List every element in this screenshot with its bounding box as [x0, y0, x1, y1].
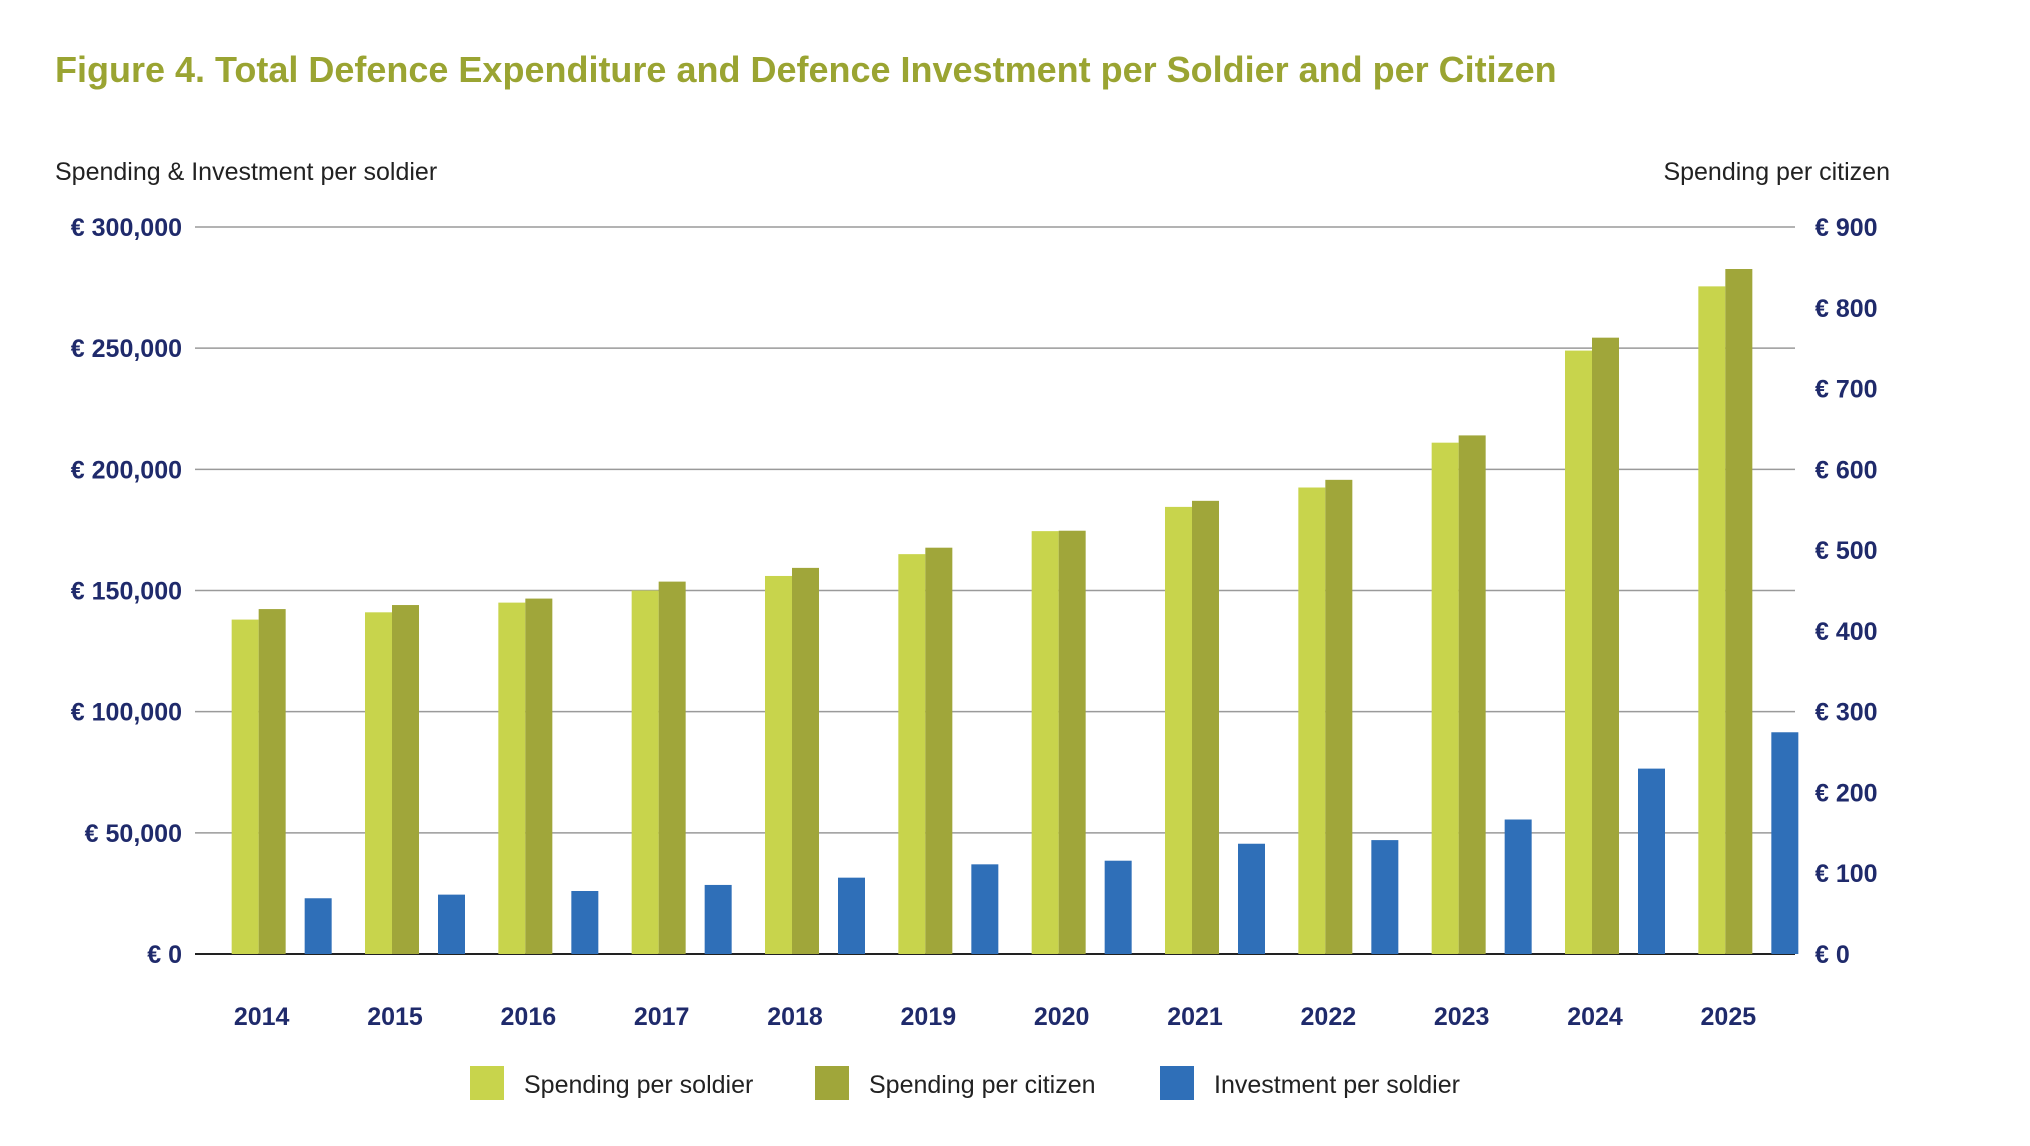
x-axis-labels: 2014 2015 2016 2017 2018 2019 2020 2021 2022 2023…	[234, 1003, 1756, 1031]
bar-spending-per-soldier	[1698, 286, 1726, 954]
x-axis-tick-label: 2014	[234, 1003, 290, 1031]
right-axis-tick-label: € 500	[1815, 537, 1878, 565]
bar-investment-per-soldier	[1638, 768, 1665, 954]
bar-spending-per-soldier	[631, 590, 659, 954]
bar-investment-per-soldier	[1771, 732, 1799, 954]
left-axis-tick-label: € 150,000	[71, 578, 182, 606]
right-axis-tick-label: € 700	[1815, 376, 1878, 404]
bar-spending-per-citizen	[258, 609, 286, 954]
legend-label-investment-per-soldier: Investment per soldier	[1214, 1071, 1460, 1099]
bar-spending-per-citizen	[1458, 435, 1486, 954]
gridlines	[195, 226, 1795, 955]
left-axis-label: Spending & Investment per soldier	[55, 158, 437, 186]
bar-investment-per-soldier	[704, 884, 732, 954]
bar-investment-per-soldier	[1104, 860, 1132, 954]
bar-spending-per-citizen	[658, 581, 686, 954]
legend-swatch-spending-per-citizen	[815, 1066, 849, 1100]
bar-investment-per-soldier	[1238, 843, 1265, 954]
right-axis-tick-label: € 400	[1815, 618, 1878, 646]
legend-label-spending-per-soldier: Spending per soldier	[524, 1071, 753, 1099]
x-axis-tick-label: 2016	[501, 1003, 557, 1031]
legend-label-spending-per-citizen: Spending per citizen	[869, 1071, 1096, 1099]
right-axis-tick-label: € 0	[1815, 941, 1850, 969]
legend-swatch-investment-per-soldier	[1160, 1066, 1194, 1100]
right-axis-tick-label: € 900	[1815, 214, 1878, 242]
bar-spending-per-citizen	[1192, 500, 1219, 954]
bar-spending-per-soldier	[898, 554, 926, 954]
bar-spending-per-soldier	[1565, 350, 1592, 955]
right-axis-tick-label: € 600	[1815, 456, 1878, 484]
left-axis-tick-label: € 200,000	[71, 456, 182, 484]
chart-title: Figure 4. Total Defence Expenditure and …	[55, 49, 1557, 90]
x-axis-tick-label: 2022	[1301, 1003, 1357, 1031]
left-axis-tick-label: € 50,000	[85, 820, 182, 848]
x-axis-tick-label: 2017	[634, 1003, 690, 1031]
bar-investment-per-soldier	[971, 864, 999, 954]
x-axis-tick-label: 2023	[1434, 1003, 1490, 1031]
x-axis-tick-label: 2024	[1567, 1003, 1623, 1031]
x-axis-tick-label: 2020	[1034, 1003, 1090, 1031]
bar-investment-per-soldier	[438, 894, 465, 954]
bar-spending-per-soldier	[231, 619, 259, 954]
bar-spending-per-soldier	[765, 575, 792, 954]
bar-investment-per-soldier	[304, 898, 332, 954]
x-axis-tick-label: 2025	[1701, 1003, 1757, 1031]
x-axis-tick-label: 2019	[901, 1003, 957, 1031]
bar-spending-per-citizen	[1325, 479, 1353, 954]
bar-spending-per-soldier	[1431, 442, 1459, 954]
right-axis-tick-label: € 300	[1815, 699, 1878, 727]
bar-spending-per-citizen	[925, 547, 953, 954]
left-axis-tick-label: € 250,000	[71, 335, 182, 363]
x-axis-tick-label: 2015	[367, 1003, 423, 1031]
legend-swatch-spending-per-soldier	[470, 1066, 504, 1100]
bar-spending-per-soldier	[1031, 531, 1059, 954]
x-axis-tick-label: 2018	[767, 1003, 823, 1031]
bar-spending-per-citizen	[1058, 530, 1086, 954]
right-axis-label: Spending per citizen	[1663, 158, 1890, 186]
left-axis-ticks: € 0 € 50,000 € 100,000 € 150,000 € 200,000 € …	[71, 214, 182, 969]
bar-spending-per-citizen	[392, 605, 419, 954]
right-axis-tick-label: € 100	[1815, 860, 1878, 888]
right-axis-ticks: € 0 € 100 € 200 € 300 € 400 € 500 € 600 € 700 € …	[1815, 214, 1878, 969]
bar-spending-per-citizen	[1592, 337, 1619, 955]
bar-investment-per-soldier	[1371, 840, 1399, 954]
left-axis-tick-label: € 0	[147, 941, 182, 969]
bar-spending-per-citizen	[525, 598, 553, 954]
right-axis-tick-label: € 800	[1815, 295, 1878, 323]
left-axis-tick-label: € 100,000	[71, 699, 182, 727]
bar-spending-per-citizen	[1725, 269, 1753, 954]
bar-investment-per-soldier	[1504, 819, 1532, 954]
bar-spending-per-soldier	[1165, 506, 1192, 954]
bar-spending-per-soldier	[1298, 487, 1326, 954]
bar-spending-per-soldier	[498, 602, 526, 954]
x-axis-tick-label: 2021	[1167, 1003, 1223, 1031]
bars	[231, 269, 1799, 955]
bar-investment-per-soldier	[571, 890, 599, 954]
right-axis-tick-label: € 200	[1815, 779, 1878, 807]
legend: Spending per soldier Spending per citizen…	[470, 1066, 1460, 1100]
bar-investment-per-soldier	[838, 877, 865, 954]
left-axis-tick-label: € 300,000	[71, 214, 182, 242]
bar-spending-per-citizen	[792, 567, 819, 954]
bar-spending-per-soldier	[365, 612, 392, 954]
